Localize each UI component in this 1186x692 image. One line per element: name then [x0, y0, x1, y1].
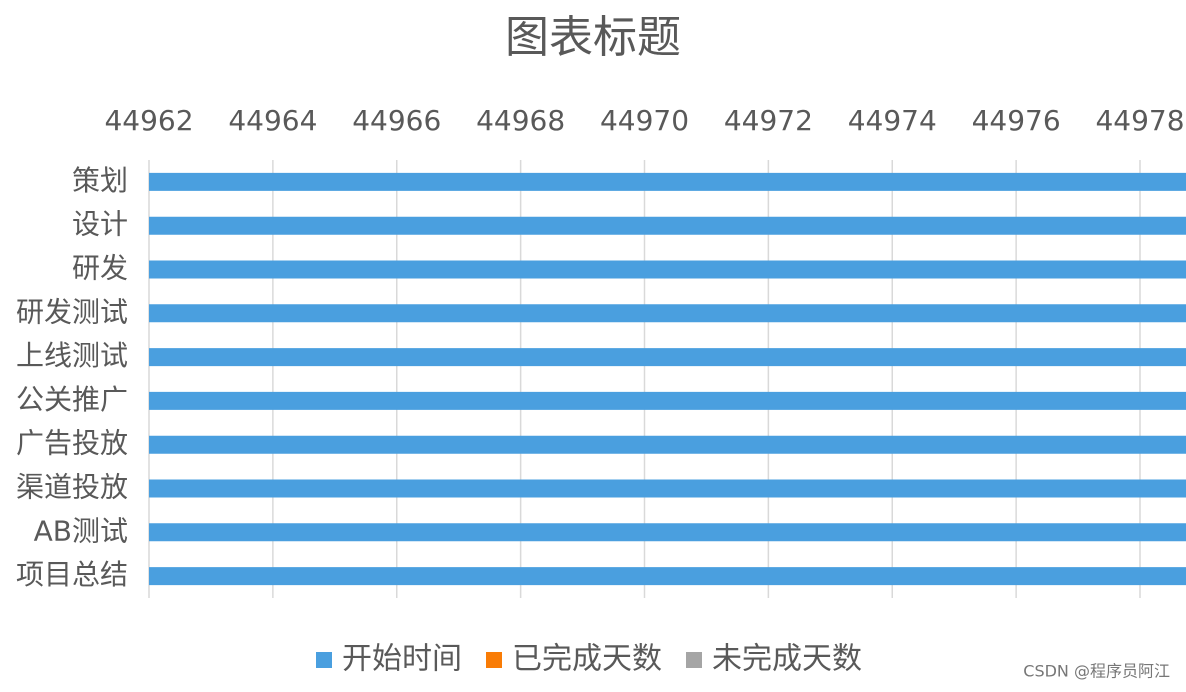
y-tick-label: 广告投放 [16, 427, 128, 460]
y-tick-label: 公关推广 [16, 383, 128, 416]
bar-segment [149, 523, 1186, 542]
legend-label: 已完成天数 [512, 642, 662, 677]
bar-segment [149, 172, 1186, 191]
bar-segment [149, 567, 1186, 586]
x-tick-label: 44974 [848, 104, 937, 137]
legend-swatch [686, 652, 702, 668]
x-tick-label: 44962 [104, 104, 193, 137]
y-tick-label: AB测试 [34, 514, 128, 547]
x-tick-label: 44966 [352, 104, 441, 137]
x-tick-label: 44976 [972, 104, 1061, 137]
y-tick-label: 项目总结 [16, 558, 128, 591]
bar-segment [149, 216, 1186, 235]
y-tick-label: 上线测试 [16, 339, 128, 372]
bar-segment [149, 391, 1186, 410]
watermark: CSDN @程序员阿江 [1023, 662, 1170, 681]
y-tick-label: 渠道投放 [16, 471, 128, 504]
legend-swatch [316, 652, 332, 668]
y-tick-label: 研发测试 [16, 295, 128, 328]
x-tick-label: 44968 [476, 104, 565, 137]
bar-segment [149, 304, 1186, 323]
x-tick-label: 44964 [228, 104, 317, 137]
bar-segment [149, 435, 1186, 454]
x-tick-label: 44972 [724, 104, 813, 137]
x-tick-label: 44970 [600, 104, 689, 137]
x-tick-label: 44978 [1095, 104, 1184, 137]
y-tick-label: 研发 [72, 252, 128, 285]
legend-label: 开始时间 [342, 642, 462, 677]
bar-segment [149, 479, 1186, 498]
legend-swatch [486, 652, 502, 668]
bar-segment [149, 260, 1186, 279]
bar-segment [149, 348, 1186, 367]
legend-label: 未完成天数 [712, 642, 862, 677]
y-tick-label: 设计 [72, 208, 128, 241]
chart-title: 图表标题 [505, 12, 681, 63]
y-tick-label: 策划 [72, 164, 128, 197]
